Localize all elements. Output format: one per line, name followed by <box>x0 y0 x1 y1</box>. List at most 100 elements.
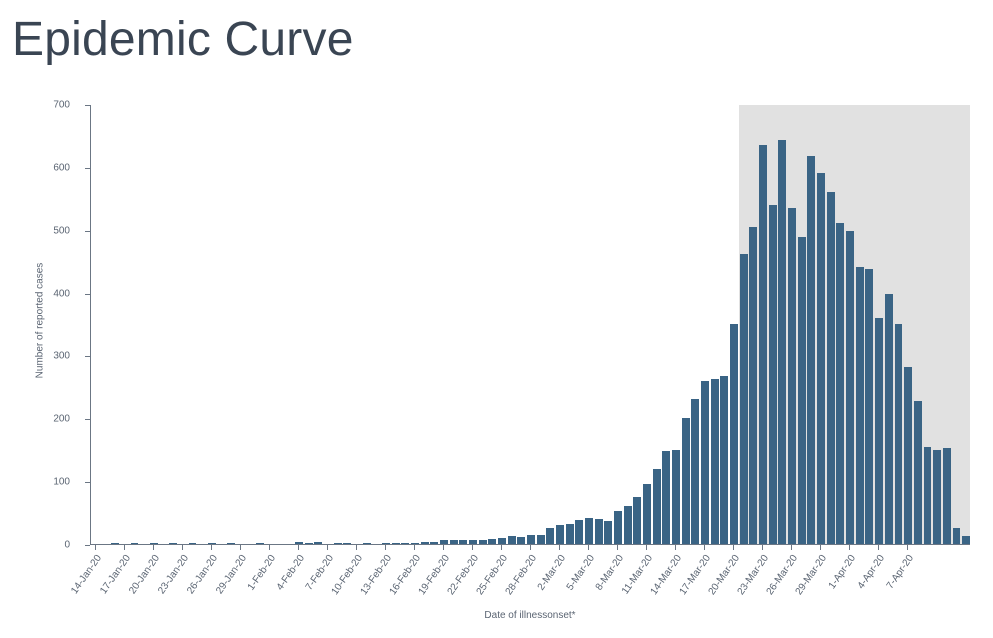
bar <box>392 543 400 544</box>
bar <box>508 536 516 544</box>
y-tick-label: 500 <box>30 225 70 236</box>
bar <box>469 540 477 544</box>
x-tick-mark <box>240 545 241 550</box>
x-tick-mark <box>414 545 415 550</box>
bar <box>943 448 951 544</box>
x-tick-mark <box>153 545 154 550</box>
bar <box>953 528 961 544</box>
bar <box>885 294 893 544</box>
bar <box>720 376 728 544</box>
bar <box>479 540 487 544</box>
bar <box>595 519 603 544</box>
bar <box>788 208 796 544</box>
bar <box>914 401 922 544</box>
bar <box>382 543 390 544</box>
bar <box>459 540 467 544</box>
bar <box>653 469 661 544</box>
x-tick-mark <box>849 545 850 550</box>
x-tick-mark <box>559 545 560 550</box>
bar <box>856 267 864 544</box>
y-tick-label: 200 <box>30 414 70 425</box>
bar <box>421 542 429 544</box>
bar <box>450 540 458 544</box>
bar <box>895 324 903 544</box>
bar <box>691 399 699 544</box>
x-tick-mark <box>443 545 444 550</box>
bar <box>527 535 535 544</box>
x-tick-mark <box>733 545 734 550</box>
bar <box>817 173 825 544</box>
bar <box>556 525 564 544</box>
x-tick-mark <box>211 545 212 550</box>
y-tick-label: 100 <box>30 477 70 488</box>
bar <box>672 450 680 544</box>
bar <box>488 539 496 544</box>
x-tick-mark <box>530 545 531 550</box>
page-root: Epidemic Curve Number of reported cases … <box>0 0 993 638</box>
plot-area <box>90 105 970 545</box>
bar <box>169 543 177 544</box>
bar <box>566 524 574 544</box>
x-tick-mark <box>356 545 357 550</box>
bar <box>846 231 854 544</box>
bar <box>575 520 583 544</box>
bar <box>498 538 506 544</box>
x-tick-mark <box>762 545 763 550</box>
bar <box>711 379 719 544</box>
bar <box>343 543 351 544</box>
bar <box>604 521 612 544</box>
x-tick-mark <box>878 545 879 550</box>
bar <box>682 418 690 544</box>
bar <box>740 254 748 544</box>
bar <box>295 542 303 544</box>
bar <box>256 543 264 544</box>
bar <box>933 450 941 544</box>
bar <box>759 145 767 544</box>
page-title: Epidemic Curve <box>12 12 354 67</box>
bar <box>865 269 873 544</box>
bar <box>778 140 786 544</box>
y-tick-label: 0 <box>30 540 70 551</box>
bar <box>962 536 970 544</box>
bar <box>546 528 554 544</box>
x-tick-mark <box>298 545 299 550</box>
bar <box>827 192 835 544</box>
bar <box>662 451 670 544</box>
bar <box>585 518 593 544</box>
y-tick-label: 600 <box>30 162 70 173</box>
bar <box>517 537 525 544</box>
x-tick-mark <box>95 545 96 550</box>
bar <box>537 535 545 544</box>
bar <box>305 543 313 544</box>
bar <box>624 506 632 544</box>
x-axis-label: Date of illnessonset* <box>90 610 970 621</box>
bar <box>904 367 912 544</box>
x-tick-mark <box>182 545 183 550</box>
x-tick-mark <box>269 545 270 550</box>
bar <box>430 542 438 544</box>
bar <box>363 543 371 544</box>
bar <box>749 227 757 544</box>
bar <box>131 543 139 544</box>
bar <box>227 543 235 544</box>
y-tick-label: 700 <box>30 100 70 111</box>
bar <box>189 543 197 544</box>
x-tick-mark <box>472 545 473 550</box>
x-tick-mark <box>907 545 908 550</box>
bar <box>614 511 622 544</box>
bar <box>769 205 777 544</box>
bar <box>643 484 651 544</box>
x-tick-mark <box>791 545 792 550</box>
bar <box>440 540 448 544</box>
bar <box>208 543 216 544</box>
x-tick-mark <box>327 545 328 550</box>
bar <box>798 237 806 544</box>
epidemic-curve-chart: Number of reported cases 010020030040050… <box>30 105 975 625</box>
x-tick-mark <box>501 545 502 550</box>
bar <box>334 543 342 544</box>
x-tick-mark <box>124 545 125 550</box>
bar <box>633 497 641 544</box>
x-tick-mark <box>646 545 647 550</box>
x-tick-mark <box>704 545 705 550</box>
x-tick-mark <box>820 545 821 550</box>
